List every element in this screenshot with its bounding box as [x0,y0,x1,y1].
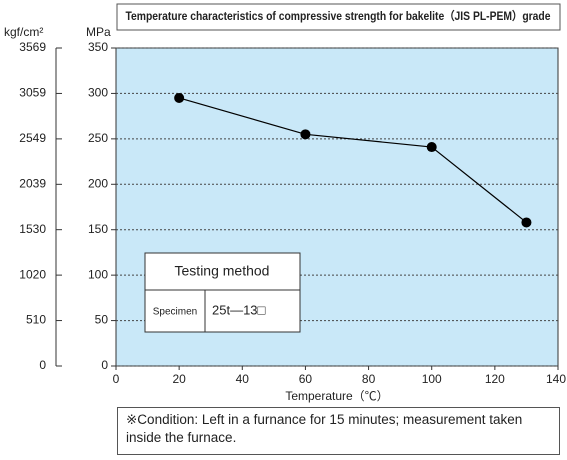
y2-tick-label: 3569 [19,40,46,54]
y-tick-label: 300 [88,86,108,100]
y-tick-label: 0 [101,358,108,372]
y-tick-label: 150 [88,222,108,236]
x-tick-label: 120 [485,372,505,386]
point [521,217,532,228]
table-header: Testing method [175,263,270,279]
y2-tick-label: 2039 [19,176,46,190]
note: ※Condition: Left in a furnance for 15 mi… [117,407,560,455]
x-tick-label: 20 [172,372,186,386]
y2-label: kgf/cm² [4,25,43,39]
x-tick-label: 140 [546,372,566,386]
x-tick-label: 100 [422,372,442,386]
x-label: Temperature（℃） [285,389,388,403]
point [174,92,185,103]
table-cell: Specimen [153,307,197,318]
point [426,142,437,153]
x-tick-label: 40 [236,372,250,386]
y-tick-label: 200 [88,176,108,190]
chart: Temperature characteristics of compressi… [4,3,566,403]
title-box [116,3,561,31]
y-tick-label: 100 [88,267,108,281]
chart-title: Temperature characteristics of compressi… [126,9,551,23]
y2-tick-label: 0 [39,358,46,372]
y-tick-label: 350 [88,40,108,54]
y2-tick-label: 1530 [19,222,46,236]
table-cell: 25t—13□ [212,302,266,317]
y2-tick-label: 1020 [19,267,46,281]
y2-tick-label: 510 [26,313,46,327]
y-tick-label: 50 [95,313,109,327]
y2-tick-label: 3059 [19,86,46,100]
y-label: MPa [86,25,111,39]
table-box [144,252,301,333]
x-tick-label: 60 [299,372,313,386]
y2-tick-label: 2549 [19,131,46,145]
point [300,129,311,140]
x-tick-label: 80 [362,372,376,386]
x-tick-label: 0 [113,372,120,386]
line [178,97,527,223]
y-tick-label: 250 [88,131,108,145]
